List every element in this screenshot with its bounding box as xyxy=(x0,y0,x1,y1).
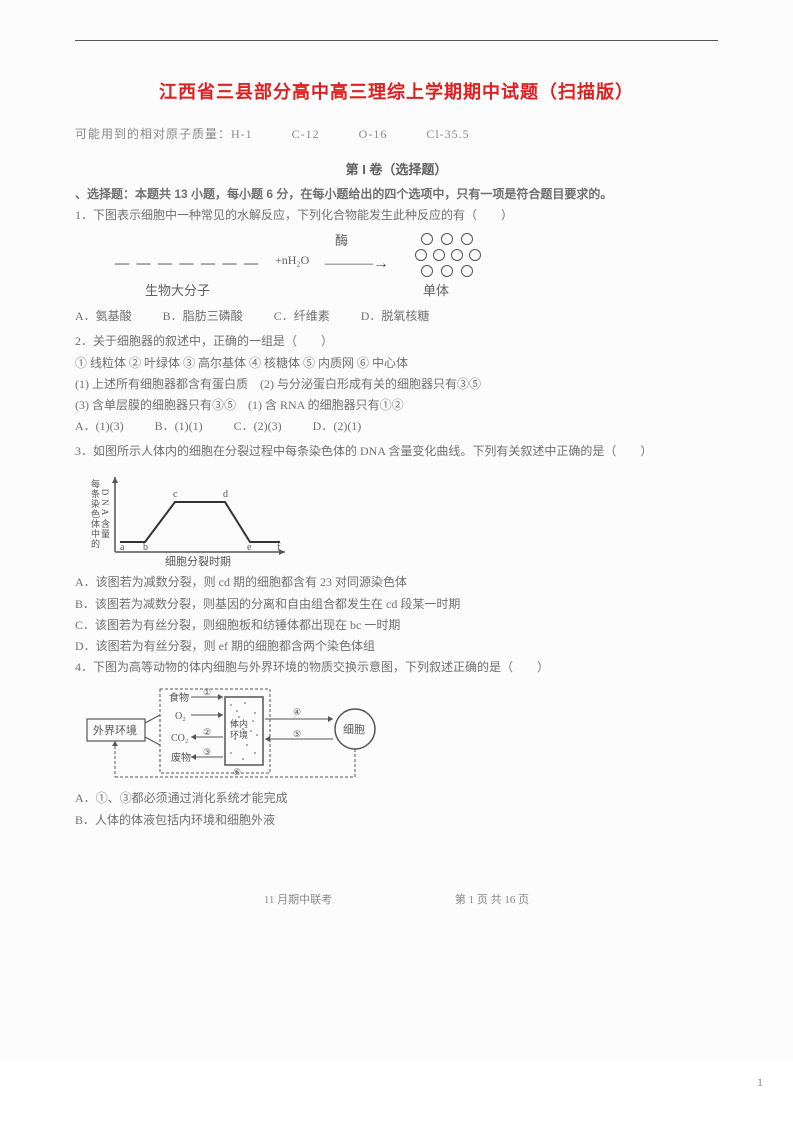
q1-opt-c: C．纤维素 xyxy=(274,307,330,326)
q3-opt-c: C．该图若为有丝分裂，则细胞板和纺锤体都出现在 bc 一时期 xyxy=(75,616,718,635)
atomic-masses: 可能用到的相对原子质量：H-1 C-12 O-16 Cl-35.5 xyxy=(75,125,718,144)
q2-opt-a: A．(1)(3) xyxy=(75,417,124,436)
svg-text:e: e xyxy=(247,542,252,553)
svg-text:②: ② xyxy=(203,727,211,737)
biomacro-label: 生物大分子 xyxy=(145,281,210,302)
svg-text:细胞: 细胞 xyxy=(343,723,365,736)
svg-text:外界环境: 外界环境 xyxy=(93,723,137,737)
q3-stem: 3．如图所示人体内的细胞在分裂过程中每条染色体的 DNA 含量变化曲线。下列有关… xyxy=(75,442,718,461)
svg-text:c: c xyxy=(173,489,178,500)
q1-diagram: — — — — — — — +nH₂O 酶 ———→ 生物大分子 单体 xyxy=(105,231,718,301)
footer-left: 11 月期中联考 xyxy=(264,892,332,910)
q4-diagram: 外界环境 体内 环境 食物 O₂ CO₂ 废物 ① ② xyxy=(85,683,415,783)
top-rule xyxy=(75,40,718,41)
q2-options: A．(1)(3) B．(1)(1) C．(2)(3) D．(2)(1) xyxy=(75,417,718,436)
polymer-chain: — — — — — — — xyxy=(115,253,260,275)
q2-stem: 2．关于细胞器的叙述中，正确的一组是（ ） xyxy=(75,332,718,351)
svg-text:④: ④ xyxy=(293,707,301,717)
svg-text:b: b xyxy=(143,542,148,553)
q4-opt-b: B．人体的体液包括内环境和细胞外液 xyxy=(75,811,718,830)
monomer-dots xyxy=(415,231,485,275)
monomer-label: 单体 xyxy=(423,281,449,302)
svg-text:环境: 环境 xyxy=(230,729,248,740)
q1-stem: 1．下图表示细胞中一种常见的水解反应，下列化合物能发生此种反应的有（ ） xyxy=(75,206,718,225)
footer-right: 第 1 页 共 16 页 xyxy=(455,894,529,906)
page-number: 1 xyxy=(757,1073,763,1092)
section-header: 第 I 卷（选择题） xyxy=(75,160,718,181)
q1-options: A．氨基酸 B．脂肪三磷酸 C．纤维素 D．脱氧核糖 xyxy=(75,307,718,326)
q1-opt-b: B．脂肪三磷酸 xyxy=(163,307,243,326)
svg-text:③: ③ xyxy=(203,747,211,757)
q2-opt-d: D．(2)(1) xyxy=(313,417,362,436)
q2-line3: (3) 含单层膜的细胞器只有③⑤ (1) 含 RNA 的细胞器只有①② xyxy=(75,396,718,415)
q2-opt-c: C．(2)(3) xyxy=(234,417,282,436)
instruction: 、选择题：本题共 13 小题，每小题 6 分，在每小题给出的四个选项中，只有一项… xyxy=(75,185,718,204)
q3-opt-a: A．该图若为减数分裂，则 cd 期的细胞都含有 23 对同源染色体 xyxy=(75,573,718,592)
svg-text:O₂: O₂ xyxy=(175,711,186,722)
exam-page: 江西省三县部分高中高三理综上学期期中试题（扫描版） 可能用到的相对原子质量：H-… xyxy=(0,0,793,1060)
q1-opt-a: A．氨基酸 xyxy=(75,307,132,326)
q2-line2: (1) 上述所有细胞器都含有蛋白质 (2) 与分泌蛋白形成有关的细胞器只有③⑤ xyxy=(75,375,718,394)
svg-text:食物: 食物 xyxy=(169,691,189,704)
svg-text:a: a xyxy=(120,542,125,553)
q3-opt-d: D．该图若为有丝分裂，则 ef 期的细胞都含两个染色体组 xyxy=(75,637,718,656)
svg-text:⑤: ⑤ xyxy=(293,729,301,739)
q1-opt-d: D．脱氧核糖 xyxy=(361,307,430,326)
q3-opt-b: B．该图若为减数分裂，则基因的分离和自由组合都发生在 cd 段某一时期 xyxy=(75,595,718,614)
q3-chart: a b c d e f 每条染色体中的 DNA含量 细胞分裂时期 xyxy=(85,467,295,567)
page-title: 江西省三县部分高中高三理综上学期期中试题（扫描版） xyxy=(75,78,718,107)
q2-line1: ① 线粒体 ② 叶绿体 ③ 高尔基体 ④ 核糖体 ⑤ 内质网 ⑥ 中心体 xyxy=(75,354,718,373)
svg-text:每条染色体中的 DNA含量: 每条染色体中的 DNA含量 xyxy=(90,478,110,550)
svg-text:CO₂: CO₂ xyxy=(171,733,188,744)
svg-text:体内: 体内 xyxy=(230,718,248,729)
q2-opt-b: B．(1)(1) xyxy=(155,417,203,436)
svg-text:d: d xyxy=(223,489,228,500)
q4-opt-a: A．①、③都必须通过消化系统才能完成 xyxy=(75,789,718,808)
q4-stem: 4．下图为高等动物的体内细胞与外界环境的物质交换示意图，下列叙述正确的是（ ） xyxy=(75,658,718,677)
svg-text:⑥: ⑥ xyxy=(233,767,241,777)
xlabel: 细胞分裂时期 xyxy=(165,555,231,567)
enzyme-label: 酶 xyxy=(335,231,348,252)
page-footer: 11 月期中联考 第 1 页 共 16 页 xyxy=(0,892,793,910)
arrow-icon: ———→ xyxy=(325,251,389,277)
svg-text:①: ① xyxy=(203,687,211,697)
svg-text:废物: 废物 xyxy=(171,751,191,764)
h2o-label: +nH₂O xyxy=(275,251,309,270)
